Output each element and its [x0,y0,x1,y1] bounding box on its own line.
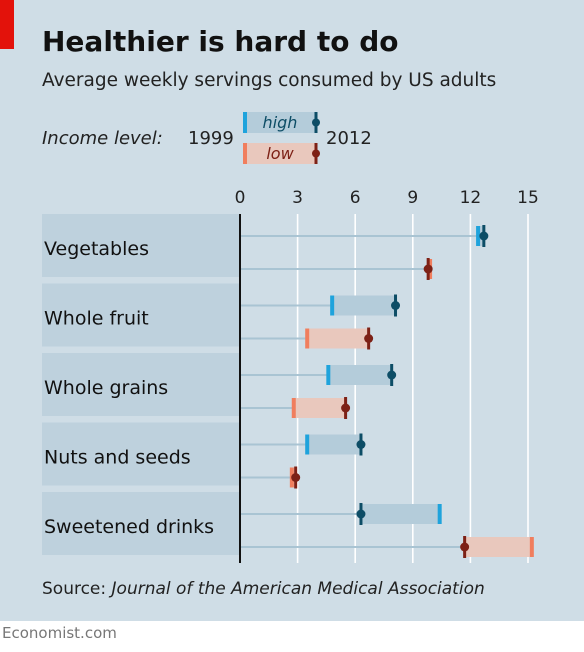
x-tick-label: 6 [350,188,361,208]
high-income-2012-marker [356,503,366,525]
low-income-2012-marker [341,397,351,419]
low-income-2012-marker [364,327,374,350]
legend-high-label: high [262,113,298,132]
legend-year-start: 1999 [188,128,234,149]
legend-low-2012-marker [312,143,320,164]
x-tick-label: 15 [517,188,539,208]
low-income-change-bar [464,537,532,557]
high-income-change-bar [360,504,440,524]
legend-low-1999-marker [243,143,247,164]
legend-high-1999-marker [243,112,247,133]
high-income-1999-marker [326,365,331,385]
data-marks [240,225,534,558]
category-band [42,353,240,416]
low-income-1999-marker [529,537,534,557]
source-name: Journal of the American Medical Associat… [111,579,485,599]
high-income-2012-marker [479,225,489,247]
x-tick-label: 0 [235,188,246,208]
legend-income-label: Income level: [42,128,163,149]
legend-high-box: high [244,112,316,133]
low-income-change-bar [307,328,369,349]
dumbbell-chart: Vegetables Whole fruit Whole grains Nuts an… [42,112,539,563]
category-bands: Vegetables Whole fruit Whole grains Nuts an… [42,214,240,555]
high-income-change-bar [332,295,396,316]
chart-subtitle: Average weekly servings consumed by US a… [42,70,497,91]
brand-tab [0,0,14,49]
category-label: Whole grains [44,377,168,399]
x-axis-ticks: 0 3 6 9 12 15 [235,188,539,208]
low-income-2012-marker [291,466,301,489]
chart-title: Healthier is hard to do [42,25,399,58]
source-prefix: Source: [42,579,112,599]
category-label: Vegetables [44,238,149,260]
category-label: Nuts and seeds [44,447,191,469]
low-income-change-bar [293,398,346,418]
high-income-1999-marker [330,295,335,316]
legend-year-end: 2012 [326,128,372,149]
low-income-2012-marker [423,258,433,280]
legend-high-2012-marker [312,112,320,133]
high-income-2012-marker [356,433,366,456]
category-label: Sweetened drinks [44,516,214,538]
high-income-change-bar [328,365,392,385]
source-note: Source: Journal of the American Medical … [42,579,485,599]
category-band [42,492,240,555]
x-tick-label: 3 [292,188,303,208]
high-income-change-bar [307,434,361,455]
high-income-2012-marker [387,364,397,386]
high-income-1999-marker [305,434,310,455]
category-band [42,283,240,347]
low-income-2012-marker [460,536,470,558]
category-label: Whole fruit [44,308,149,330]
footer-brand: Economist.com [2,624,117,642]
low-income-1999-marker [305,328,310,349]
high-income-1999-marker [437,504,442,524]
high-income-2012-marker [391,294,401,317]
category-band [42,214,240,277]
category-band [42,422,240,486]
legend-low-box: low [244,143,316,164]
x-tick-label: 9 [407,188,418,208]
high-income-1999-marker [476,226,481,246]
x-tick-label: 12 [460,188,482,208]
legend-low-label: low [266,144,294,163]
low-income-1999-marker [291,398,296,418]
